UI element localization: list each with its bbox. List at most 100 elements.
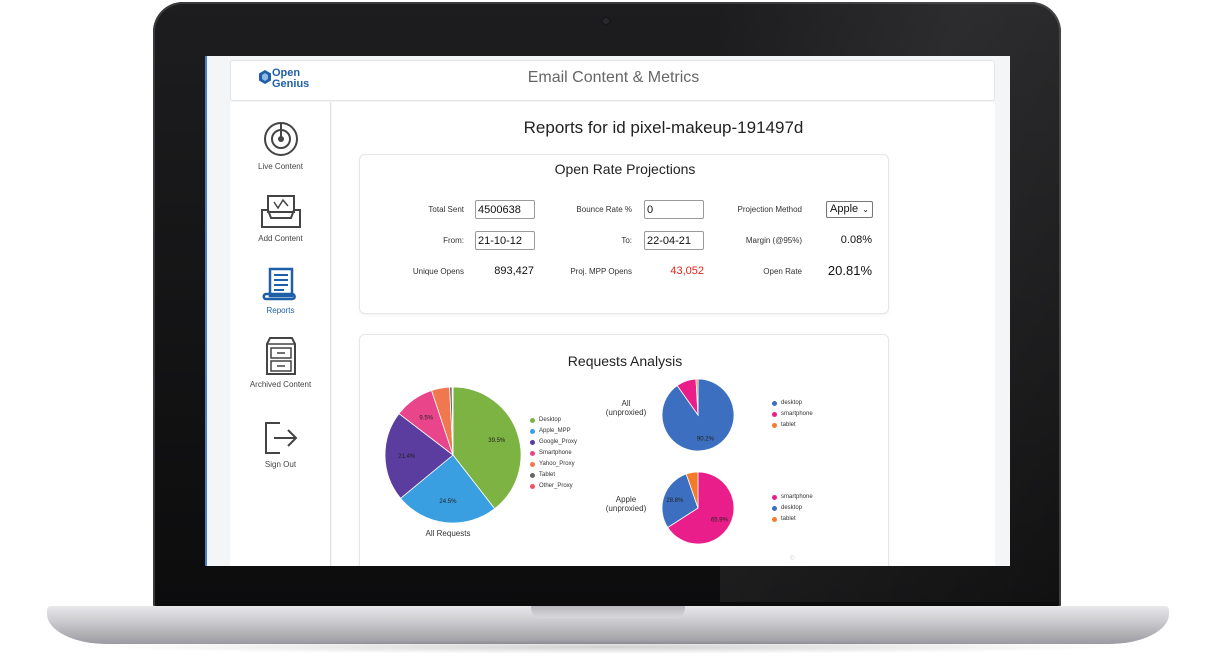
legend-item[interactable]: Tablet	[530, 470, 577, 481]
bounce-rate-label: Bounce Rate %	[576, 205, 632, 214]
legend-swatch	[530, 451, 535, 456]
sidebar-item-add-content[interactable]: Add Content	[230, 194, 331, 243]
legend-item[interactable]: Google_Proxy	[530, 437, 577, 448]
projection-method-label: Projection Method	[737, 205, 802, 214]
legend-item[interactable]: smartphone	[772, 492, 813, 503]
legend-swatch	[772, 423, 777, 428]
legend-swatch	[530, 462, 535, 467]
requests-analysis-card: Requests Analysis 39.5% 24.5% 21.4% 9.5% 90.…	[359, 334, 889, 566]
all-requests-slice-other-proxy[interactable]	[451, 386, 454, 456]
legend-item[interactable]: tablet	[772, 514, 813, 525]
sidebar-item-reports[interactable]: Reports	[230, 266, 331, 315]
legend-label: Apple_MPP	[539, 428, 571, 434]
unique-opens-label: Unique Opens	[412, 267, 464, 276]
apple-unproxied-slice-label: 65.9%	[711, 518, 729, 524]
sidebar-item-live-content[interactable]: Live Content	[230, 120, 331, 171]
chart-watermark: ©	[790, 556, 795, 562]
sidebar-item-label: Add Content	[258, 234, 303, 243]
proj-mpp-opens-label: Proj. MPP Opens	[570, 267, 632, 276]
target-icon	[263, 122, 298, 156]
all-unproxied-legend: desktop smartphone tablet	[772, 398, 813, 431]
from-date-input[interactable]	[475, 231, 535, 250]
legend-label: tablet	[781, 422, 796, 428]
legend-item[interactable]: desktop	[772, 398, 813, 409]
sidebar-item-label: Live Content	[258, 162, 303, 171]
legend-label: Tablet	[539, 472, 556, 478]
legend-label: Yahoo_Proxy	[539, 461, 575, 467]
logo[interactable]: Open Genius	[259, 66, 329, 94]
legend-label: smartphone	[781, 411, 813, 417]
total-sent-label: Total Sent	[428, 205, 464, 214]
sign-out-icon	[264, 422, 297, 454]
logo-line-2: Genius	[272, 78, 310, 90]
legend-label: Other_Proxy	[539, 483, 573, 489]
sidebar-item-archived-content[interactable]: Archived Content	[230, 336, 331, 389]
apple-unproxied-label: Apple (unproxied)	[596, 495, 656, 513]
logo-mark-icon	[259, 70, 271, 84]
legend-swatch	[772, 495, 777, 500]
projection-method-value: Apple	[830, 203, 859, 215]
laptop-shadow	[90, 640, 1130, 654]
legend-label: tablet	[781, 516, 796, 522]
margin-value: 0.08%	[840, 234, 872, 246]
all-unproxied-label-line-1: All	[621, 399, 631, 408]
camera-icon	[601, 16, 611, 26]
proj-mpp-opens-value: 43,052	[670, 265, 704, 277]
app-header: Open Genius Email Content & Metrics	[230, 60, 995, 101]
all-requests-slice-google-proxy[interactable]	[384, 413, 454, 499]
legend-swatch	[772, 517, 777, 522]
to-date-input[interactable]	[644, 231, 704, 250]
apple-unproxied-slice-tablet[interactable]	[685, 471, 699, 509]
legend-item[interactable]: Desktop	[530, 415, 577, 426]
all-requests-slice-label: 21.4%	[398, 454, 416, 460]
apple-unproxied-legend: smartphone desktop tablet	[772, 492, 813, 525]
chevron-down-icon: ⌄	[862, 205, 869, 214]
legend-item[interactable]: smartphone	[772, 409, 813, 420]
legend-swatch	[772, 506, 777, 511]
legend-item[interactable]: Smartphone	[530, 448, 577, 459]
all-requests-slice-label: 39.5%	[488, 438, 506, 444]
apple-unproxied-slice-smartphone[interactable]	[667, 471, 735, 545]
all-requests-slice-label: 24.5%	[439, 499, 457, 505]
legend-swatch	[772, 401, 777, 406]
open-rate-label: Open Rate	[763, 267, 802, 276]
legend-item[interactable]: Apple_MPP	[530, 426, 577, 437]
sidebar-item-sign-out[interactable]: Sign Out	[230, 420, 331, 469]
open-rate-value: 20.81%	[827, 263, 872, 278]
apple-unproxied-label-line-2: (unproxied)	[605, 504, 647, 513]
legend-swatch	[530, 473, 535, 478]
all-unproxied-label: All (unproxied)	[596, 399, 656, 417]
bounce-rate-input[interactable]	[644, 200, 704, 219]
to-label: To:	[621, 236, 632, 245]
all-unproxied-slice-tablet[interactable]	[695, 378, 699, 416]
legend-item[interactable]: Yahoo_Proxy	[530, 459, 577, 470]
all-requests-slice-apple-mpp[interactable]	[400, 454, 496, 524]
projection-method-select[interactable]: Apple ⌄	[826, 201, 873, 218]
screen: Open Genius Email Content & Metrics Live…	[205, 56, 1010, 566]
laptop-base-notch	[531, 606, 685, 618]
legend-swatch	[530, 484, 535, 489]
legend-item[interactable]: tablet	[772, 420, 813, 431]
filing-cabinet-icon	[265, 337, 296, 375]
legend-swatch	[530, 418, 535, 423]
sidebar-item-label: Sign Out	[264, 460, 297, 469]
app-title: Email Content & Metrics	[527, 69, 700, 86]
apple-unproxied-label-line-1: Apple	[615, 495, 637, 504]
margin-label: Margin (@95%)	[745, 236, 802, 245]
main-content: Reports for id pixel-makeup-191497d Open…	[332, 102, 995, 566]
logo-line-1: Open	[272, 67, 301, 79]
total-sent-input[interactable]	[475, 200, 535, 219]
all-requests-slice-desktop[interactable]	[452, 386, 522, 510]
all-unproxied-slice-label: 90.2%	[697, 436, 715, 442]
logo-text: Open Genius	[272, 68, 309, 90]
requests-pie-charts: 39.5% 24.5% 21.4% 9.5% 90.2% 65.9% 28.8%	[384, 378, 735, 545]
legend-swatch	[772, 412, 777, 417]
from-label: From:	[443, 236, 464, 245]
legend-label: desktop	[781, 400, 803, 406]
sidebar: Live Content Add Content Reports	[230, 102, 331, 566]
apple-unproxied-slice-desktop[interactable]	[661, 473, 699, 529]
legend-item[interactable]: desktop	[772, 503, 813, 514]
legend-swatch	[530, 429, 535, 434]
screen-edge	[205, 56, 207, 566]
legend-item[interactable]: Other_Proxy	[530, 481, 577, 492]
